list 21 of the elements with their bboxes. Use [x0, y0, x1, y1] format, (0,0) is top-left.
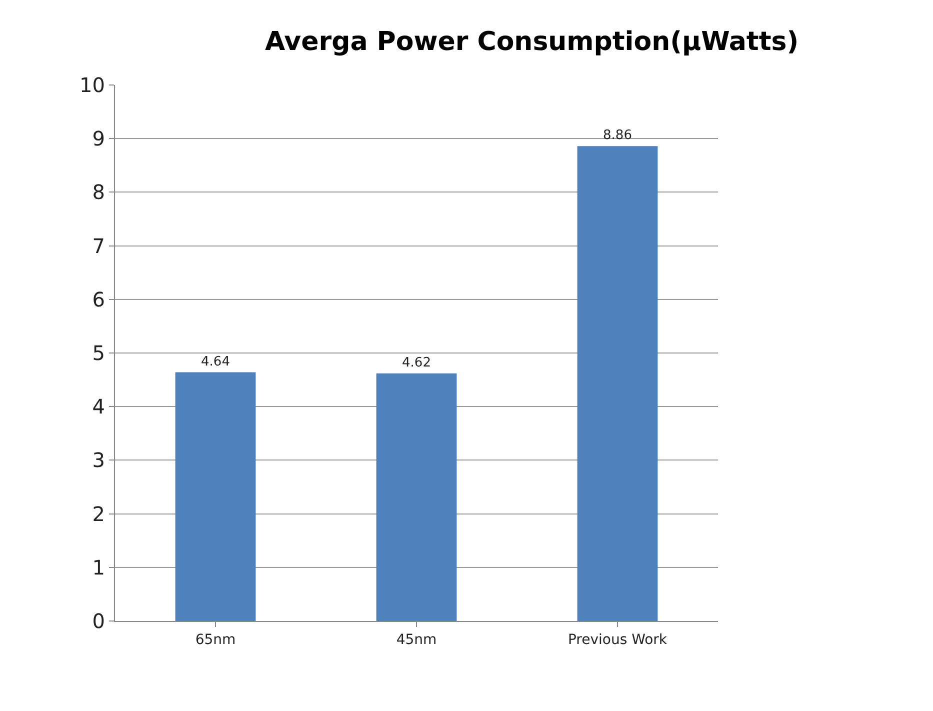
x-tick-label: 65nm	[195, 632, 236, 648]
y-tick-label: 10	[80, 73, 105, 97]
y-tick-label: 9	[92, 126, 105, 151]
data-label: 4.64	[201, 354, 230, 370]
y-tick-label: 1	[92, 555, 105, 580]
y-tick-label: 6	[92, 287, 105, 312]
x-tick-label: Previous Work	[568, 632, 668, 648]
bar	[577, 146, 658, 621]
bar	[175, 372, 256, 621]
bar	[376, 373, 457, 621]
chart-title: Averga Power Consumption(µWatts)	[264, 27, 799, 58]
x-tick-label: 45nm	[396, 632, 437, 648]
y-tick-label: 8	[92, 180, 105, 204]
y-tick-label: 4	[92, 394, 105, 419]
y-tick-label: 7	[92, 234, 105, 258]
y-tick-label: 0	[92, 609, 105, 633]
y-tick-label: 3	[92, 448, 105, 472]
y-tick-label: 2	[92, 502, 105, 526]
y-tick-label: 5	[92, 341, 105, 365]
data-label: 8.86	[603, 128, 632, 144]
data-label: 4.62	[402, 355, 431, 370]
